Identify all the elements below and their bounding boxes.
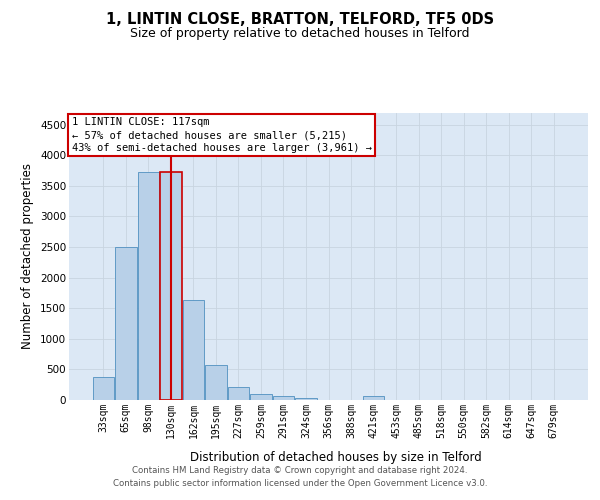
Bar <box>115 247 137 400</box>
Bar <box>92 378 114 400</box>
Bar <box>160 172 182 400</box>
Text: Size of property relative to detached houses in Telford: Size of property relative to detached ho… <box>130 28 470 40</box>
Bar <box>182 300 204 400</box>
Bar <box>273 396 294 400</box>
Bar <box>295 398 317 400</box>
Text: 1, LINTIN CLOSE, BRATTON, TELFORD, TF5 0DS: 1, LINTIN CLOSE, BRATTON, TELFORD, TF5 0… <box>106 12 494 28</box>
Text: Distribution of detached houses by size in Telford: Distribution of detached houses by size … <box>190 451 482 464</box>
Text: Contains HM Land Registry data © Crown copyright and database right 2024.
Contai: Contains HM Land Registry data © Crown c… <box>113 466 487 487</box>
Y-axis label: Number of detached properties: Number of detached properties <box>22 163 34 350</box>
Bar <box>250 394 272 400</box>
Bar <box>137 172 159 400</box>
Bar <box>228 386 249 400</box>
Bar <box>363 396 384 400</box>
Text: 1 LINTIN CLOSE: 117sqm
← 57% of detached houses are smaller (5,215)
43% of semi-: 1 LINTIN CLOSE: 117sqm ← 57% of detached… <box>71 117 371 153</box>
Bar <box>205 364 227 400</box>
